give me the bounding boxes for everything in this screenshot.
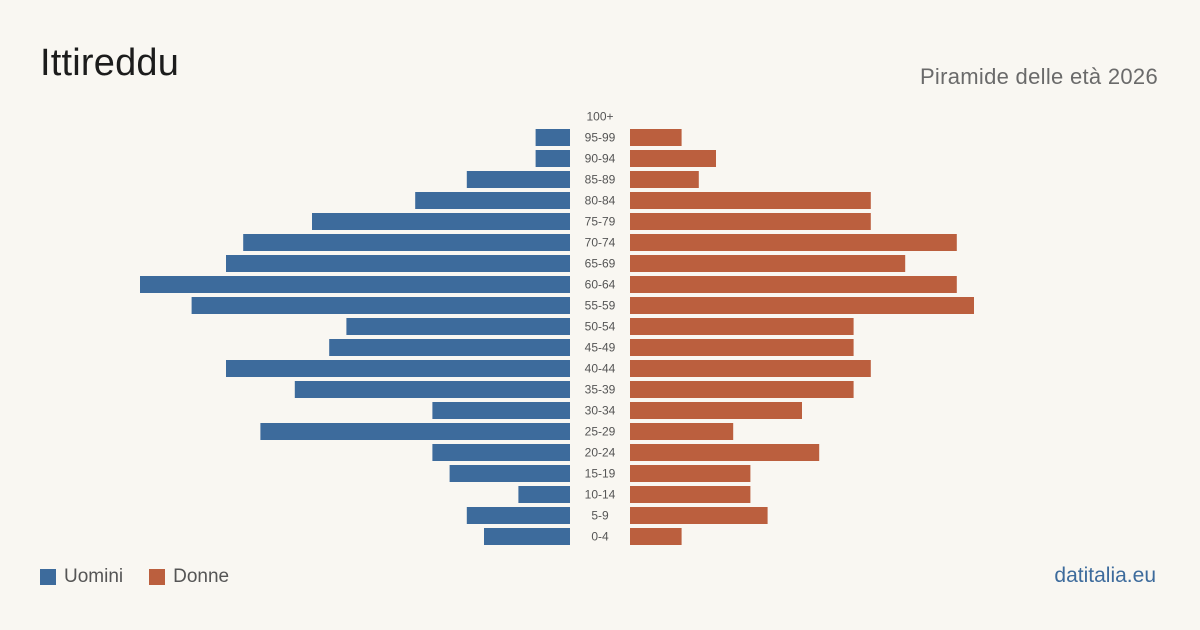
bar-women-90-94 bbox=[630, 150, 716, 167]
bar-women-80-84 bbox=[630, 192, 871, 209]
age-label-70-74: 70-74 bbox=[585, 236, 616, 250]
bar-men-0-4 bbox=[484, 528, 570, 545]
age-label-65-69: 65-69 bbox=[585, 257, 616, 271]
legend-item-men: Uomini bbox=[40, 566, 123, 588]
age-label-5-9: 5-9 bbox=[591, 509, 609, 523]
bar-women-95-99 bbox=[630, 129, 682, 146]
age-label-80-84: 80-84 bbox=[585, 194, 616, 208]
bar-women-75-79 bbox=[630, 213, 871, 230]
age-label-95-99: 95-99 bbox=[585, 131, 616, 145]
age-label-35-39: 35-39 bbox=[585, 383, 616, 397]
bar-men-30-34 bbox=[432, 402, 570, 419]
bar-men-80-84 bbox=[415, 192, 570, 209]
bar-men-55-59 bbox=[191, 297, 570, 314]
legend-label-women: Donne bbox=[173, 566, 230, 587]
bar-men-20-24 bbox=[432, 444, 570, 461]
bar-men-65-69 bbox=[226, 255, 570, 272]
bar-women-50-54 bbox=[630, 318, 854, 335]
bar-men-10-14 bbox=[518, 486, 570, 503]
age-label-60-64: 60-64 bbox=[585, 278, 616, 292]
age-label-85-89: 85-89 bbox=[585, 173, 616, 187]
age-label-50-54: 50-54 bbox=[585, 320, 616, 334]
age-label-0-4: 0-4 bbox=[591, 530, 609, 544]
age-label-40-44: 40-44 bbox=[585, 362, 616, 376]
bar-men-85-89 bbox=[466, 171, 570, 188]
bar-women-5-9 bbox=[630, 507, 768, 524]
age-label-30-34: 30-34 bbox=[585, 404, 616, 418]
bar-women-40-44 bbox=[630, 360, 871, 377]
bar-men-60-64 bbox=[140, 276, 570, 293]
bar-women-30-34 bbox=[630, 402, 802, 419]
age-label-100-: 100+ bbox=[586, 110, 613, 124]
age-label-45-49: 45-49 bbox=[585, 341, 616, 355]
bar-men-95-99 bbox=[535, 129, 570, 146]
age-label-10-14: 10-14 bbox=[585, 488, 616, 502]
bar-men-50-54 bbox=[346, 318, 570, 335]
bar-women-55-59 bbox=[630, 297, 974, 314]
bar-men-40-44 bbox=[226, 360, 570, 377]
age-label-25-29: 25-29 bbox=[585, 425, 616, 439]
chart-subtitle: Piramide delle età 2026 bbox=[919, 64, 1158, 89]
bar-men-45-49 bbox=[329, 339, 570, 356]
bar-women-20-24 bbox=[630, 444, 820, 461]
legend-label-men: Uomini bbox=[64, 566, 124, 587]
age-label-90-94: 90-94 bbox=[585, 152, 616, 166]
bar-women-15-19 bbox=[630, 465, 751, 482]
legend-item-women: Donne bbox=[149, 566, 229, 588]
bar-women-35-39 bbox=[630, 381, 854, 398]
legend-swatch-women bbox=[149, 569, 166, 585]
chart-legend: Uomini Donne bbox=[40, 566, 255, 588]
bar-men-5-9 bbox=[466, 507, 570, 524]
bar-women-25-29 bbox=[630, 423, 734, 440]
bar-women-70-74 bbox=[630, 234, 957, 251]
age-label-20-24: 20-24 bbox=[585, 446, 616, 460]
brand-link[interactable]: datitalia.eu bbox=[1054, 564, 1156, 587]
bar-men-70-74 bbox=[243, 234, 570, 251]
bar-women-0-4 bbox=[630, 528, 682, 545]
bar-women-45-49 bbox=[630, 339, 854, 356]
bar-men-75-79 bbox=[312, 213, 570, 230]
page-title: Ittireddu bbox=[40, 42, 180, 84]
bar-women-65-69 bbox=[630, 255, 906, 272]
bar-men-35-39 bbox=[294, 381, 570, 398]
bar-women-60-64 bbox=[630, 276, 957, 293]
bar-men-25-29 bbox=[260, 423, 570, 440]
bar-women-85-89 bbox=[630, 171, 699, 188]
bar-women-10-14 bbox=[630, 486, 751, 503]
bar-men-90-94 bbox=[535, 150, 570, 167]
age-label-75-79: 75-79 bbox=[585, 215, 616, 229]
bar-men-15-19 bbox=[449, 465, 570, 482]
legend-swatch-men bbox=[40, 569, 56, 585]
age-label-15-19: 15-19 bbox=[585, 467, 616, 481]
age-label-55-59: 55-59 bbox=[585, 299, 616, 313]
